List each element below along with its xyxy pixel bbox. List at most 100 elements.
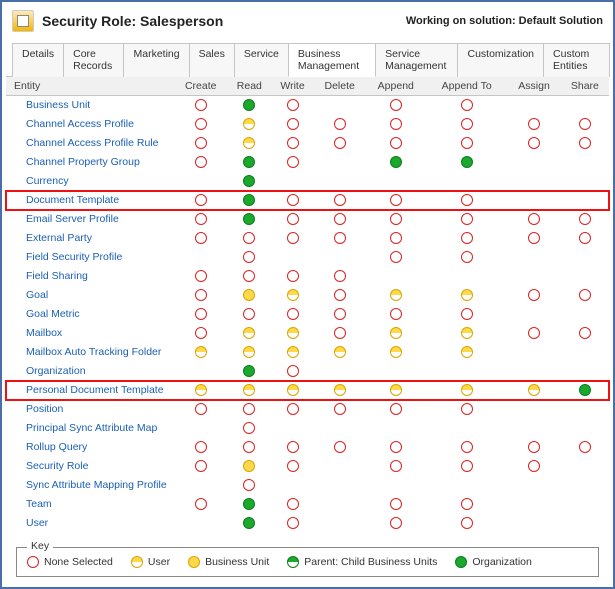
privilege-toggle[interactable] xyxy=(195,327,207,339)
privilege-toggle[interactable] xyxy=(287,517,299,529)
entity-name[interactable]: Goal Metric xyxy=(6,305,174,324)
privilege-toggle[interactable] xyxy=(461,327,473,339)
privilege-toggle[interactable] xyxy=(334,384,346,396)
privilege-toggle[interactable] xyxy=(334,118,346,130)
tab-business-management[interactable]: Business Management xyxy=(288,43,376,77)
privilege-toggle[interactable] xyxy=(528,118,540,130)
privilege-toggle[interactable] xyxy=(461,118,473,130)
privilege-toggle[interactable] xyxy=(287,498,299,510)
entity-name[interactable]: User xyxy=(6,514,174,533)
privilege-toggle[interactable] xyxy=(195,156,207,168)
entity-name[interactable]: Sync Attribute Mapping Profile xyxy=(6,476,174,495)
entity-name[interactable]: Email Server Profile xyxy=(6,210,174,229)
privilege-toggle[interactable] xyxy=(287,460,299,472)
privilege-toggle[interactable] xyxy=(461,517,473,529)
privilege-toggle[interactable] xyxy=(287,365,299,377)
privilege-toggle[interactable] xyxy=(334,403,346,415)
privilege-toggle[interactable] xyxy=(390,213,402,225)
privilege-toggle[interactable] xyxy=(243,365,255,377)
privilege-toggle[interactable] xyxy=(579,289,591,301)
entity-name[interactable]: Mailbox Auto Tracking Folder xyxy=(6,343,174,362)
privilege-toggle[interactable] xyxy=(390,384,402,396)
privilege-toggle[interactable] xyxy=(195,194,207,206)
privilege-toggle[interactable] xyxy=(390,346,402,358)
privilege-toggle[interactable] xyxy=(461,460,473,472)
privilege-toggle[interactable] xyxy=(195,403,207,415)
entity-name[interactable]: Field Security Profile xyxy=(6,248,174,267)
tab-service[interactable]: Service xyxy=(234,43,289,77)
privilege-toggle[interactable] xyxy=(461,194,473,206)
privilege-toggle[interactable] xyxy=(243,251,255,263)
privilege-toggle[interactable] xyxy=(461,137,473,149)
privilege-toggle[interactable] xyxy=(390,99,402,111)
privilege-toggle[interactable] xyxy=(390,232,402,244)
entity-name[interactable]: Goal xyxy=(6,286,174,305)
privilege-toggle[interactable] xyxy=(287,270,299,282)
privilege-toggle[interactable] xyxy=(243,118,255,130)
privilege-toggle[interactable] xyxy=(334,441,346,453)
privilege-toggle[interactable] xyxy=(461,99,473,111)
privilege-toggle[interactable] xyxy=(461,403,473,415)
privilege-toggle[interactable] xyxy=(528,137,540,149)
privilege-toggle[interactable] xyxy=(334,232,346,244)
privilege-toggle[interactable] xyxy=(243,384,255,396)
privilege-toggle[interactable] xyxy=(334,270,346,282)
privilege-toggle[interactable] xyxy=(390,327,402,339)
tab-custom-entities[interactable]: Custom Entities xyxy=(543,43,610,77)
privilege-toggle[interactable] xyxy=(287,403,299,415)
entity-name[interactable]: Business Unit xyxy=(6,96,174,115)
privilege-toggle[interactable] xyxy=(243,99,255,111)
privilege-toggle[interactable] xyxy=(390,118,402,130)
privilege-toggle[interactable] xyxy=(243,270,255,282)
privilege-toggle[interactable] xyxy=(287,327,299,339)
privilege-toggle[interactable] xyxy=(243,460,255,472)
privilege-toggle[interactable] xyxy=(461,251,473,263)
privilege-toggle[interactable] xyxy=(579,118,591,130)
privilege-toggle[interactable] xyxy=(461,213,473,225)
entity-name[interactable]: Document Template xyxy=(6,191,174,210)
privilege-toggle[interactable] xyxy=(390,517,402,529)
tab-marketing[interactable]: Marketing xyxy=(123,43,189,77)
privilege-toggle[interactable] xyxy=(390,137,402,149)
privilege-toggle[interactable] xyxy=(243,517,255,529)
privilege-toggle[interactable] xyxy=(243,441,255,453)
privilege-toggle[interactable] xyxy=(390,194,402,206)
privilege-toggle[interactable] xyxy=(528,213,540,225)
privilege-toggle[interactable] xyxy=(461,441,473,453)
privilege-toggle[interactable] xyxy=(579,213,591,225)
privilege-toggle[interactable] xyxy=(334,213,346,225)
privilege-toggle[interactable] xyxy=(390,441,402,453)
privilege-toggle[interactable] xyxy=(195,270,207,282)
privilege-toggle[interactable] xyxy=(390,403,402,415)
tab-details[interactable]: Details xyxy=(12,43,64,77)
privilege-toggle[interactable] xyxy=(390,498,402,510)
privilege-toggle[interactable] xyxy=(334,327,346,339)
privilege-toggle[interactable] xyxy=(334,308,346,320)
privilege-toggle[interactable] xyxy=(390,460,402,472)
privilege-toggle[interactable] xyxy=(390,251,402,263)
privilege-toggle[interactable] xyxy=(243,194,255,206)
privilege-toggle[interactable] xyxy=(461,289,473,301)
privilege-toggle[interactable] xyxy=(528,384,540,396)
privilege-toggle[interactable] xyxy=(461,498,473,510)
privilege-toggle[interactable] xyxy=(461,156,473,168)
privilege-toggle[interactable] xyxy=(287,156,299,168)
tab-customization[interactable]: Customization xyxy=(457,43,544,77)
privilege-toggle[interactable] xyxy=(528,232,540,244)
privilege-toggle[interactable] xyxy=(243,289,255,301)
privilege-toggle[interactable] xyxy=(287,346,299,358)
privilege-toggle[interactable] xyxy=(528,327,540,339)
privilege-toggle[interactable] xyxy=(243,232,255,244)
privilege-toggle[interactable] xyxy=(390,156,402,168)
privilege-toggle[interactable] xyxy=(287,213,299,225)
privilege-toggle[interactable] xyxy=(287,289,299,301)
privilege-toggle[interactable] xyxy=(528,289,540,301)
privilege-toggle[interactable] xyxy=(287,232,299,244)
entity-name[interactable]: Security Role xyxy=(6,457,174,476)
privilege-toggle[interactable] xyxy=(579,327,591,339)
privilege-toggle[interactable] xyxy=(579,137,591,149)
privilege-toggle[interactable] xyxy=(195,308,207,320)
privilege-toggle[interactable] xyxy=(528,441,540,453)
privilege-toggle[interactable] xyxy=(195,460,207,472)
privilege-toggle[interactable] xyxy=(243,213,255,225)
